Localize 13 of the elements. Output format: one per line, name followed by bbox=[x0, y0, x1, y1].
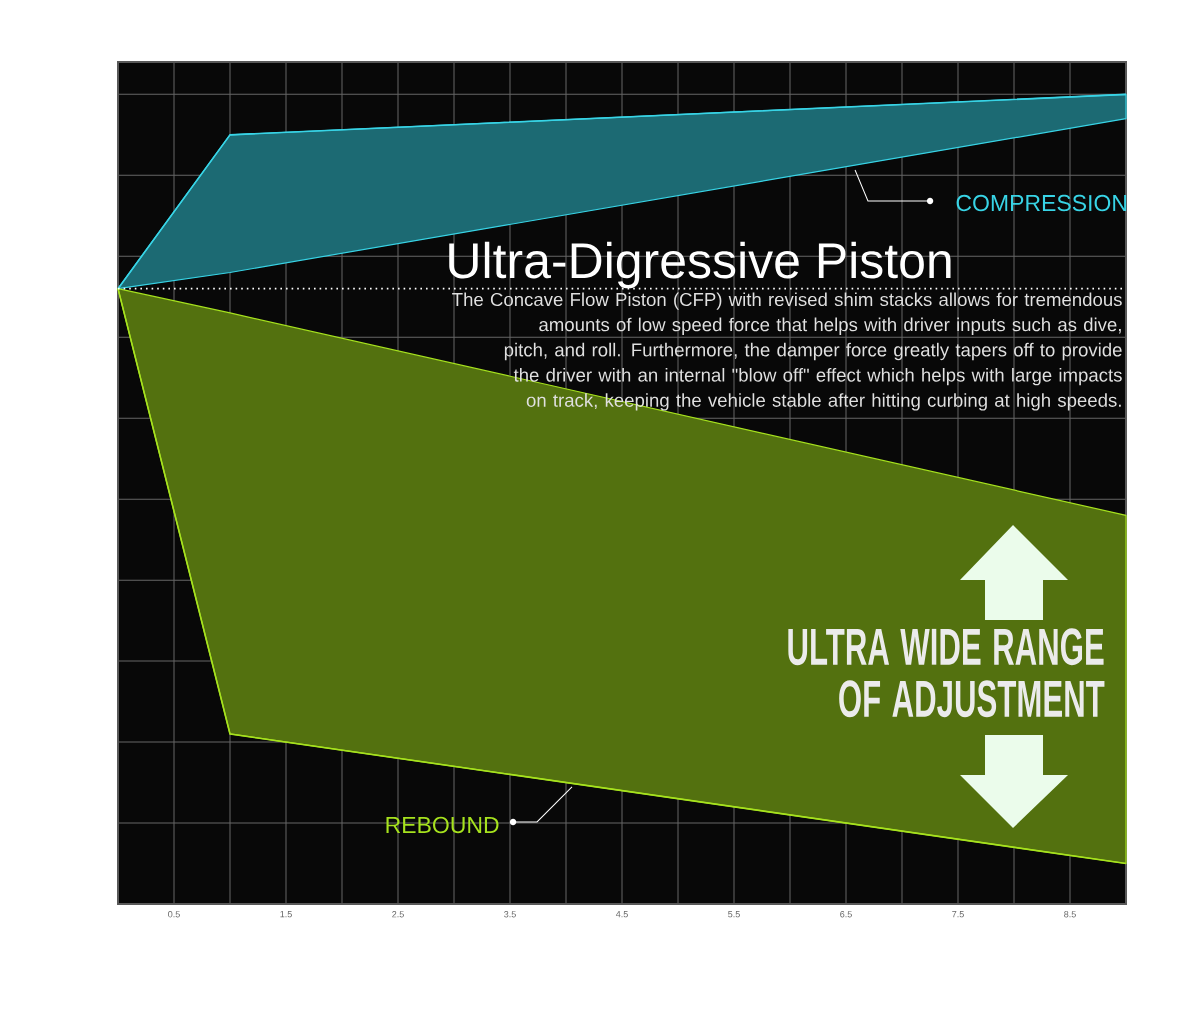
x-tick-label: 4.5 bbox=[615, 911, 628, 918]
x-tick-label: 6.5 bbox=[840, 911, 852, 918]
x-tick-label: 8.5 bbox=[1064, 911, 1076, 918]
text: COMPRESSION bbox=[956, 194, 1127, 212]
x-tick-label: 0.5 bbox=[168, 911, 180, 918]
series-label: REBOUND bbox=[386, 816, 499, 834]
x-tick-label: 2.5 bbox=[392, 911, 404, 918]
x-tick-label: 7.5 bbox=[952, 911, 964, 918]
x-tick-label: 3.5 bbox=[504, 911, 516, 918]
x-tick-label: 5.5 bbox=[728, 911, 740, 918]
text: Ultra-Digressive Piston bbox=[449, 241, 951, 289]
annotation: ULTRA WIDE RANGE OF ADJUSTMENT bbox=[788, 628, 1105, 718]
x-tick-label: 1.5 bbox=[280, 911, 292, 918]
